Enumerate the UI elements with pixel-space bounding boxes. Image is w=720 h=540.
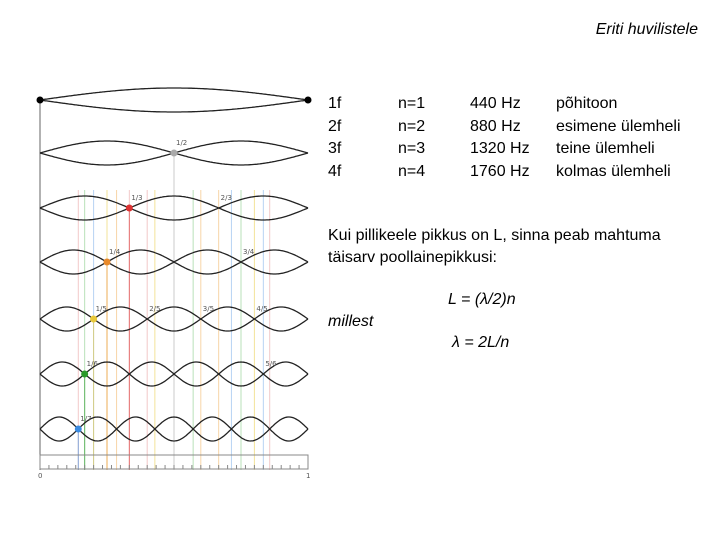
table-cell: 2f [328,117,342,135]
node-dot [90,315,98,323]
wave [39,306,309,332]
table-cell: 1760 Hz [470,162,530,180]
node-label: 1/2 [176,139,187,147]
node-label: 5/6 [265,360,277,368]
node-dot [304,96,312,104]
table-cell: 4f [328,162,342,180]
node-label: 4/5 [256,305,267,313]
node-label: 1/3 [131,194,142,202]
wave [39,249,309,275]
node-label: 1/6 [87,360,99,368]
node-label: 3/4 [243,248,255,256]
paragraph-line: Kui pillikeele pikkus on L, sinna peab m… [328,227,661,244]
paragraph-line: täisarv poollainepikkusi: [328,249,497,266]
table-cell: 1320 Hz [470,140,530,157]
node-label: 2/5 [149,305,160,313]
node-label: 1/5 [96,305,107,313]
node-label: 3/5 [203,305,214,313]
table-cell: n=4 [398,162,426,180]
wave [39,195,309,221]
table-cell: teine ülemheli [556,140,655,157]
node-dot [103,258,111,266]
node-label: 1/7 [80,415,91,423]
wave [39,99,309,113]
table-cell: kolmas ülemheli [556,162,671,180]
node-label: 2/3 [221,194,232,202]
wave [39,416,309,442]
node-label: 1/4 [109,248,121,256]
node-dot [81,370,89,378]
node-dot [74,425,82,433]
table-cell: 880 Hz [470,117,521,135]
ruler-label: 1 [306,472,310,480]
table-cell: 440 Hz [470,95,521,112]
table-cell: 1f [328,95,342,112]
wave [39,195,309,221]
node-dot [36,96,44,104]
table-cell: 3f [328,140,342,157]
node-dot [125,204,133,212]
slide-title: Eriti huvilistele [595,21,698,38]
table-cell: esimene ülemheli [556,117,681,135]
connector-text: millest [328,313,374,330]
wave [39,416,309,442]
node-dot [170,149,178,157]
table-cell: põhitoon [556,95,618,112]
wave [39,87,309,101]
table-cell: n=2 [398,117,426,135]
formula: λ = 2L/n [452,334,510,351]
wave [39,306,309,332]
formula: L = (λ/2)n [448,291,516,308]
ruler-label: 0 [38,472,42,480]
table-cell: n=3 [398,140,426,157]
table-cell: n=1 [398,95,426,112]
